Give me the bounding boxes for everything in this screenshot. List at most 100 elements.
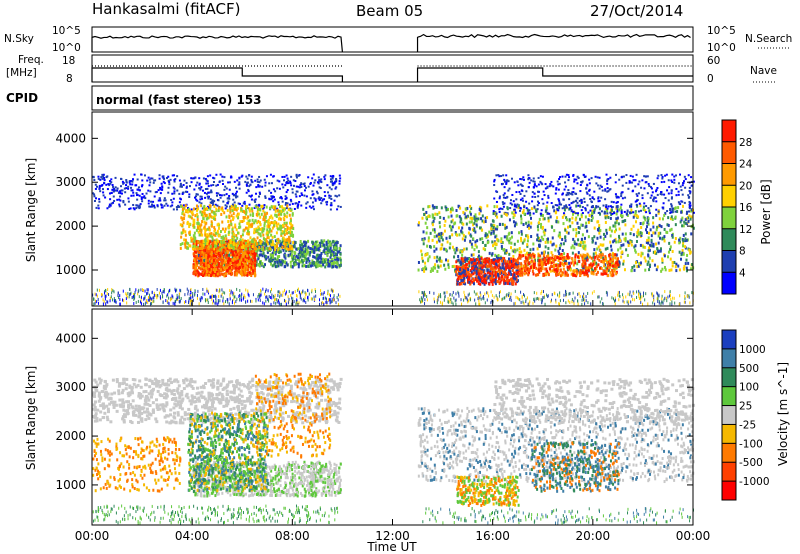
data-cell xyxy=(204,196,207,199)
data-cell xyxy=(295,254,298,258)
data-cell xyxy=(607,269,610,273)
data-cell xyxy=(309,182,312,185)
data-cell xyxy=(310,297,312,301)
data-cell xyxy=(481,219,484,223)
data-cell xyxy=(187,207,190,211)
data-cell xyxy=(215,184,218,187)
data-cell xyxy=(214,257,217,261)
data-cell xyxy=(203,225,206,229)
data-cell xyxy=(277,237,280,241)
data-cell xyxy=(119,302,121,306)
data-cell xyxy=(154,179,157,182)
data-cell xyxy=(483,220,486,224)
data-cell xyxy=(111,188,114,191)
data-cell xyxy=(649,228,652,232)
data-cell xyxy=(211,248,214,252)
data-cell xyxy=(305,300,307,304)
data-cell xyxy=(599,229,602,233)
data-cell xyxy=(290,226,293,230)
data-cell xyxy=(423,269,426,273)
data-cell xyxy=(282,259,285,263)
data-cell xyxy=(264,219,267,223)
data-cell xyxy=(523,212,526,216)
data-cell xyxy=(104,196,107,199)
data-cell xyxy=(297,302,299,306)
data-cell xyxy=(599,212,602,216)
data-cell xyxy=(571,244,574,248)
data-cell xyxy=(252,212,255,216)
data-cell xyxy=(118,205,121,208)
data-cell xyxy=(683,264,686,268)
data-cell xyxy=(235,228,238,232)
data-cell xyxy=(210,251,213,255)
data-cell xyxy=(235,190,238,193)
data-cell xyxy=(230,272,233,276)
data-cell xyxy=(435,234,438,238)
data-cell xyxy=(163,290,165,294)
data-cell xyxy=(174,302,176,306)
data-cell xyxy=(473,248,476,252)
data-cell xyxy=(102,302,104,306)
data-cell xyxy=(594,251,597,255)
data-cell xyxy=(615,240,618,244)
data-cell xyxy=(236,259,239,263)
data-cell xyxy=(208,267,211,271)
data-cell xyxy=(501,241,504,245)
nsky-trace xyxy=(91,33,691,53)
data-cell xyxy=(512,220,515,224)
data-cell xyxy=(269,248,272,252)
data-cell xyxy=(583,240,586,244)
data-cell xyxy=(303,240,306,244)
data-cell xyxy=(211,209,214,213)
data-cell xyxy=(245,226,248,230)
data-cell xyxy=(278,239,281,243)
data-cell xyxy=(657,241,660,245)
data-cell xyxy=(661,217,664,221)
data-cell xyxy=(125,292,127,296)
data-cell xyxy=(125,184,128,187)
data-cell xyxy=(190,291,192,295)
data-cell xyxy=(299,250,302,254)
data-cell xyxy=(449,210,452,214)
data-cell xyxy=(196,249,199,253)
data-cell xyxy=(317,247,320,251)
data-cell xyxy=(147,189,150,192)
data-cell xyxy=(303,243,306,247)
data-cell xyxy=(315,294,317,298)
data-cell xyxy=(433,205,436,209)
data-cell xyxy=(593,208,596,212)
data-cell xyxy=(553,229,556,233)
data-cell xyxy=(651,259,654,263)
data-cell xyxy=(557,220,560,224)
data-cell xyxy=(479,237,482,241)
data-cell xyxy=(669,257,672,261)
data-cell xyxy=(242,245,245,249)
data-cell xyxy=(637,232,640,236)
data-cell xyxy=(669,228,672,232)
data-cell xyxy=(252,269,255,273)
data-cell xyxy=(301,252,304,256)
data-cell xyxy=(578,226,581,230)
data-cell xyxy=(200,231,203,235)
data-cell xyxy=(233,270,236,274)
data-cell xyxy=(684,237,687,241)
data-cell xyxy=(492,231,495,235)
data-cell xyxy=(486,216,489,220)
data-cell xyxy=(329,180,332,183)
data-cell xyxy=(472,264,475,268)
data-cell xyxy=(462,210,465,214)
data-cell xyxy=(271,197,274,200)
data-cell xyxy=(221,175,224,178)
data-cell xyxy=(227,259,230,263)
data-cell xyxy=(537,228,540,232)
data-cell xyxy=(326,263,329,267)
data-cell xyxy=(242,265,245,269)
data-cell xyxy=(466,257,469,261)
data-cell xyxy=(337,298,339,302)
data-cell xyxy=(232,212,235,216)
data-cell xyxy=(313,255,316,259)
data-cell xyxy=(450,220,453,224)
data-cell xyxy=(271,245,274,249)
data-cell xyxy=(184,204,187,208)
data-cell xyxy=(247,190,250,193)
